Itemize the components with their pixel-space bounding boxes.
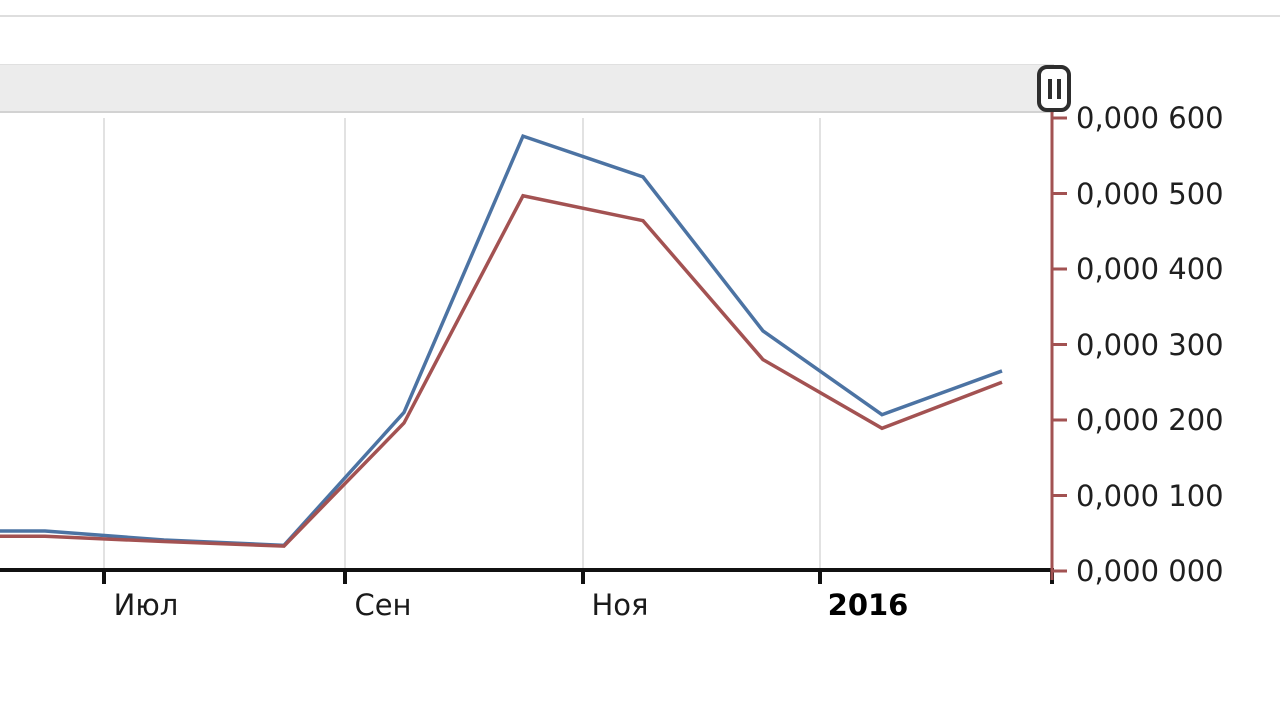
y-axis-label: 0,000 400 — [1076, 252, 1224, 286]
x-axis-label: Ноя — [591, 588, 649, 622]
pause-handle-icon — [1047, 78, 1061, 99]
y-axis-label: 0,000 500 — [1076, 176, 1224, 211]
series-blue-line — [0, 133, 1003, 548]
y-axis-label: 0,000 200 — [1076, 403, 1224, 437]
chart-scroller-track[interactable] — [0, 64, 1071, 113]
series-red-line — [0, 193, 1003, 548]
scroller-drag-handle[interactable] — [1037, 65, 1071, 112]
x-axis-label: Июл — [113, 588, 179, 622]
y-axis-label: 0,000 100 — [1076, 478, 1224, 513]
y-axis-label: 0,000 300 — [1076, 327, 1224, 362]
y-axis-label: 0,000 000 — [1076, 554, 1224, 588]
x-axis-label: Сен — [354, 588, 412, 622]
x-axis-label: 2016 — [827, 588, 909, 622]
y-axis-label: 0,000 600 — [1076, 101, 1224, 135]
top-divider — [0, 15, 1280, 17]
